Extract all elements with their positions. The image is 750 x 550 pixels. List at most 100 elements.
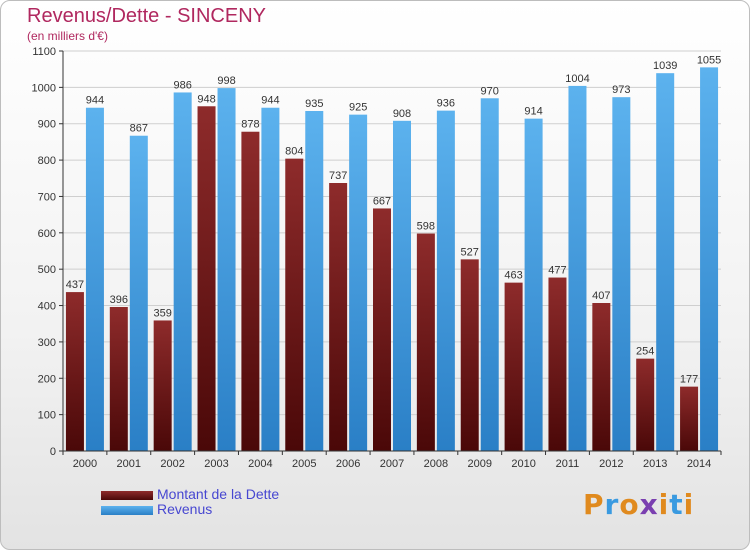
- bar-revenus: [129, 135, 148, 451]
- proxiti-logo: Proxiti: [583, 488, 694, 521]
- data-label-dette: 359: [153, 307, 171, 319]
- data-label-revenus: 944: [261, 95, 279, 107]
- y-tick-label: 800: [38, 155, 56, 167]
- legend-label-dette: Montant de la Dette: [157, 486, 280, 502]
- x-tick-label: 2011: [556, 458, 580, 470]
- bar-revenus: [436, 110, 455, 452]
- y-tick-label: 900: [38, 119, 56, 131]
- logo-letter: o: [619, 488, 640, 521]
- legend-label-revenus: Revenus: [157, 501, 213, 517]
- bar-revenus: [305, 111, 324, 451]
- logo-letter: P: [583, 488, 605, 521]
- logo-letter: t: [669, 488, 684, 521]
- y-tick-label: 300: [38, 337, 56, 349]
- y-tick-label: 0: [50, 446, 56, 458]
- logo-letter: x: [639, 488, 659, 521]
- bar-dette: [153, 320, 172, 451]
- bar-revenus: [700, 67, 719, 451]
- data-label-revenus: 1039: [653, 60, 677, 72]
- x-tick-label: 2001: [117, 458, 141, 470]
- data-label-dette: 254: [636, 346, 654, 358]
- x-tick-label: 2009: [467, 458, 491, 470]
- bar-dette: [636, 358, 655, 451]
- x-tick-label: 2013: [643, 458, 667, 470]
- bar-dette: [548, 277, 567, 451]
- data-label-dette: 804: [285, 146, 303, 158]
- legend-swatch-revenus: [101, 506, 153, 515]
- bar-dette: [285, 158, 304, 452]
- data-label-dette: 463: [504, 270, 522, 282]
- bar-revenus: [393, 120, 411, 452]
- chart-title: Revenus/Dette - SINCENY: [27, 5, 266, 27]
- bar-revenus: [656, 73, 675, 451]
- x-tick-label: 2005: [292, 458, 316, 470]
- data-label-revenus: 925: [349, 102, 367, 114]
- bar-dette: [416, 233, 435, 451]
- x-tick-label: 2007: [380, 458, 404, 470]
- bar-dette: [592, 303, 611, 451]
- data-label-revenus: 970: [481, 85, 499, 97]
- data-label-revenus: 1004: [565, 73, 589, 85]
- bar-revenus: [524, 118, 543, 452]
- bar-dette: [241, 131, 260, 451]
- data-label-dette: 407: [592, 290, 610, 302]
- x-tick-label: 2003: [204, 458, 228, 470]
- data-label-dette: 177: [680, 374, 698, 386]
- logo-letter: r: [604, 488, 620, 521]
- data-label-dette: 878: [241, 119, 259, 131]
- data-label-revenus: 867: [130, 123, 148, 135]
- x-tick-label: 2002: [160, 458, 184, 470]
- y-tick-label: 400: [38, 301, 56, 313]
- x-tick-label: 2006: [336, 458, 360, 470]
- x-tick-label: 2008: [424, 458, 448, 470]
- y-tick-label: 600: [38, 228, 56, 240]
- y-tick-label: 1100: [32, 46, 56, 58]
- bar-dette: [197, 106, 216, 451]
- legend-swatch-dette: [101, 491, 153, 500]
- bar-dette: [373, 208, 391, 451]
- bar-dette: [109, 307, 128, 451]
- data-label-revenus: 908: [393, 108, 411, 120]
- y-tick-label: 1000: [32, 82, 56, 94]
- data-label-revenus: 986: [173, 79, 191, 91]
- data-label-revenus: 944: [86, 95, 104, 107]
- data-label-dette: 396: [110, 294, 128, 306]
- x-tick-label: 2004: [248, 458, 272, 470]
- data-label-dette: 667: [373, 195, 391, 207]
- x-tick-label: 2012: [599, 458, 623, 470]
- data-label-dette: 737: [329, 170, 347, 182]
- bar-dette: [329, 183, 348, 451]
- data-label-dette: 477: [548, 265, 566, 277]
- data-label-revenus: 935: [305, 98, 323, 110]
- bar-revenus: [612, 97, 631, 451]
- y-tick-label: 700: [38, 191, 56, 203]
- x-tick-label: 2014: [687, 458, 711, 470]
- data-label-dette: 948: [197, 93, 215, 105]
- y-tick-label: 100: [38, 410, 56, 422]
- data-label-revenus: 973: [612, 84, 630, 96]
- bar-dette: [504, 282, 523, 451]
- data-label-revenus: 914: [524, 106, 542, 118]
- chart-subtitle: (en milliers d'€): [27, 29, 108, 43]
- bar-revenus: [85, 107, 104, 452]
- bar-revenus: [261, 107, 280, 452]
- data-label-revenus: 936: [437, 98, 455, 110]
- bar-dette: [460, 259, 479, 451]
- bar-revenus: [173, 92, 192, 452]
- bar-dette: [680, 386, 699, 451]
- x-tick-label: 2000: [73, 458, 97, 470]
- x-tick-label: 2010: [511, 458, 535, 470]
- logo-letter: i: [658, 488, 670, 521]
- data-label-revenus: 998: [217, 75, 235, 87]
- logo-letter: i: [683, 488, 695, 521]
- data-label-dette: 527: [461, 246, 479, 258]
- data-label-revenus: 1055: [697, 54, 721, 66]
- y-tick-label: 200: [38, 373, 56, 385]
- bar-revenus: [480, 98, 499, 451]
- y-tick-label: 500: [38, 264, 56, 276]
- bar-revenus: [217, 88, 236, 451]
- data-label-dette: 598: [417, 221, 435, 233]
- bar-revenus: [568, 85, 587, 451]
